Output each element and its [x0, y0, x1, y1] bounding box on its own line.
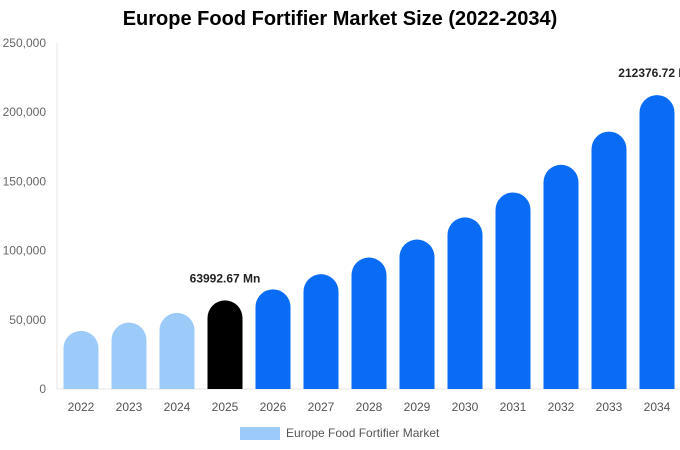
y-tick-label: 50,000 [9, 313, 46, 327]
x-tick-label: 2029 [404, 400, 431, 414]
bar-2024 [159, 312, 195, 389]
bar-2032 [543, 164, 579, 389]
x-tick-label: 2022 [68, 400, 95, 414]
x-tick-label: 2024 [164, 400, 191, 414]
data-label-2034: 212376.72 Mn [618, 66, 680, 80]
x-tick-label: 2028 [356, 400, 383, 414]
x-tick-label: 2023 [116, 400, 143, 414]
bar-2022 [63, 330, 99, 389]
x-tick-label: 2033 [596, 400, 623, 414]
chart-title: Europe Food Fortifier Market Size (2022-… [122, 8, 558, 30]
legend-swatch [240, 426, 280, 440]
bar-2031 [495, 192, 531, 389]
bar-2029 [399, 239, 435, 389]
x-tick-label: 2030 [452, 400, 479, 414]
x-tick-label: 2027 [308, 400, 335, 414]
data-label-2025: 63992.67 Mn [190, 271, 261, 285]
y-tick-label: 250,000 [3, 36, 47, 50]
y-tick-label: 150,000 [3, 174, 47, 188]
bar-2027 [303, 274, 339, 389]
x-tick-label: 2031 [500, 400, 527, 414]
bar-2023 [111, 322, 147, 389]
bar-2030 [447, 217, 483, 389]
x-tick-label: 2025 [212, 400, 239, 414]
y-tick-label: 100,000 [3, 244, 47, 258]
x-tick-label: 2032 [548, 400, 575, 414]
y-tick-label: 200,000 [3, 105, 47, 119]
y-tick-label: 0 [39, 382, 46, 396]
x-tick-label: 2034 [644, 400, 671, 414]
legend-label: Europe Food Fortifier Market [286, 426, 440, 440]
bar-2033 [591, 131, 627, 390]
bar-2028 [351, 257, 387, 389]
x-tick-label: 2026 [260, 400, 287, 414]
legend[interactable]: Europe Food Fortifier Market [240, 424, 439, 442]
bar-2026 [255, 289, 291, 389]
bar-2025 [207, 300, 243, 389]
bar-2034 [639, 95, 675, 389]
